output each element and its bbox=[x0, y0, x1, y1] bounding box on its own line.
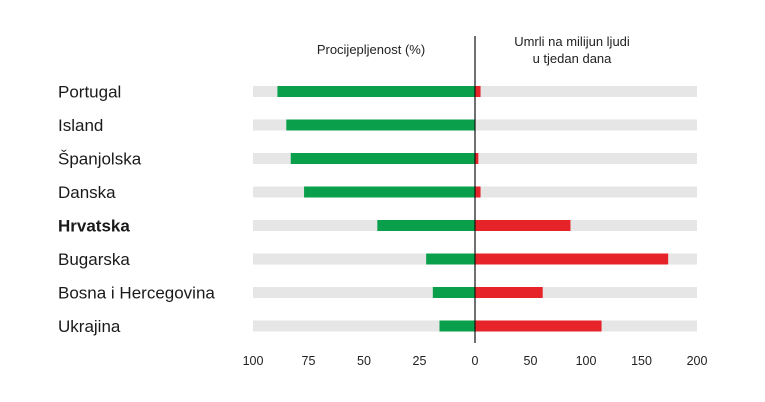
left-tick-label-75: 75 bbox=[302, 354, 316, 368]
row-portugal: Portugal bbox=[58, 83, 697, 102]
row-hrvatska: Hrvatska bbox=[58, 217, 697, 236]
track-left-bosna-i-hercegovina bbox=[253, 287, 475, 298]
right-tick-label-50: 50 bbox=[524, 354, 538, 368]
row-bosna-i-hercegovina: Bosna i Hercegovina bbox=[58, 284, 697, 303]
deaths-bar-danska bbox=[475, 186, 481, 198]
left-tick-label-50: 50 bbox=[357, 354, 371, 368]
left-tick-label-0: 0 bbox=[472, 354, 479, 368]
vaccination-bar-bugarska bbox=[426, 253, 475, 265]
track-left-bugarska bbox=[253, 253, 475, 265]
track-left-ukrajina bbox=[253, 320, 475, 332]
deaths-bar-hrvatska bbox=[475, 220, 571, 231]
vaccination-bar-hrvatska bbox=[377, 220, 475, 231]
country-label-hrvatska: Hrvatska bbox=[58, 217, 130, 236]
deaths-bar-ukrajina bbox=[475, 320, 602, 332]
row-ukrajina: Ukrajina bbox=[58, 317, 697, 336]
track-left-hrvatska bbox=[253, 220, 475, 231]
header-right-label-line-1: Umrli na milijun ljudi bbox=[514, 34, 630, 49]
track-right-portugal bbox=[475, 86, 697, 97]
right-tick-label-100: 100 bbox=[576, 354, 597, 368]
track-right-spanjolska bbox=[475, 153, 697, 164]
right-tick-label-200: 200 bbox=[687, 354, 708, 368]
right-tick-label-150: 150 bbox=[631, 354, 652, 368]
chart-rows: Portugal Island Španjolska Danska Hrvatska Bu… bbox=[58, 83, 697, 336]
left-tick-label-100: 100 bbox=[243, 354, 264, 368]
header-left-label: Procijepljenost (%) bbox=[317, 42, 425, 57]
deaths-bar-bugarska bbox=[475, 253, 669, 265]
country-label-danska: Danska bbox=[58, 183, 116, 202]
vaccination-bar-portugal bbox=[277, 86, 475, 97]
header-right-label-line-2: u tjedan dana bbox=[533, 51, 613, 66]
track-right-bosna-i-hercegovina bbox=[475, 287, 697, 298]
vaccination-bar-spanjolska bbox=[290, 153, 475, 164]
country-label-ukrajina: Ukrajina bbox=[58, 317, 121, 336]
vaccination-bar-bosna-i-hercegovina bbox=[432, 287, 475, 298]
row-spanjolska: Španjolska bbox=[58, 150, 697, 169]
vaccination-bar-danska bbox=[304, 186, 475, 198]
left-tick-label-25: 25 bbox=[413, 354, 427, 368]
country-label-spanjolska: Španjolska bbox=[58, 150, 142, 169]
axis-ticks: 100 75 50 25 0 50 100 150 200 bbox=[243, 354, 708, 368]
row-bugarska: Bugarska bbox=[58, 250, 697, 269]
track-right-danska bbox=[475, 186, 697, 198]
deaths-bar-spanjolska bbox=[475, 153, 479, 164]
vaccination-bar-ukrajina bbox=[439, 320, 475, 332]
row-danska: Danska bbox=[58, 183, 697, 202]
country-label-island: Island bbox=[58, 116, 103, 135]
track-right-island bbox=[475, 119, 697, 131]
country-label-portugal: Portugal bbox=[58, 83, 121, 102]
vaccination-bar-island bbox=[286, 119, 475, 131]
country-label-bugarska: Bugarska bbox=[58, 250, 130, 269]
country-label-bosna-i-hercegovina: Bosna i Hercegovina bbox=[58, 284, 215, 303]
track-right-hrvatska bbox=[475, 220, 697, 231]
deaths-bar-bosna-i-hercegovina bbox=[475, 287, 543, 298]
row-island: Island bbox=[58, 116, 697, 135]
deaths-bar-portugal bbox=[475, 86, 481, 97]
